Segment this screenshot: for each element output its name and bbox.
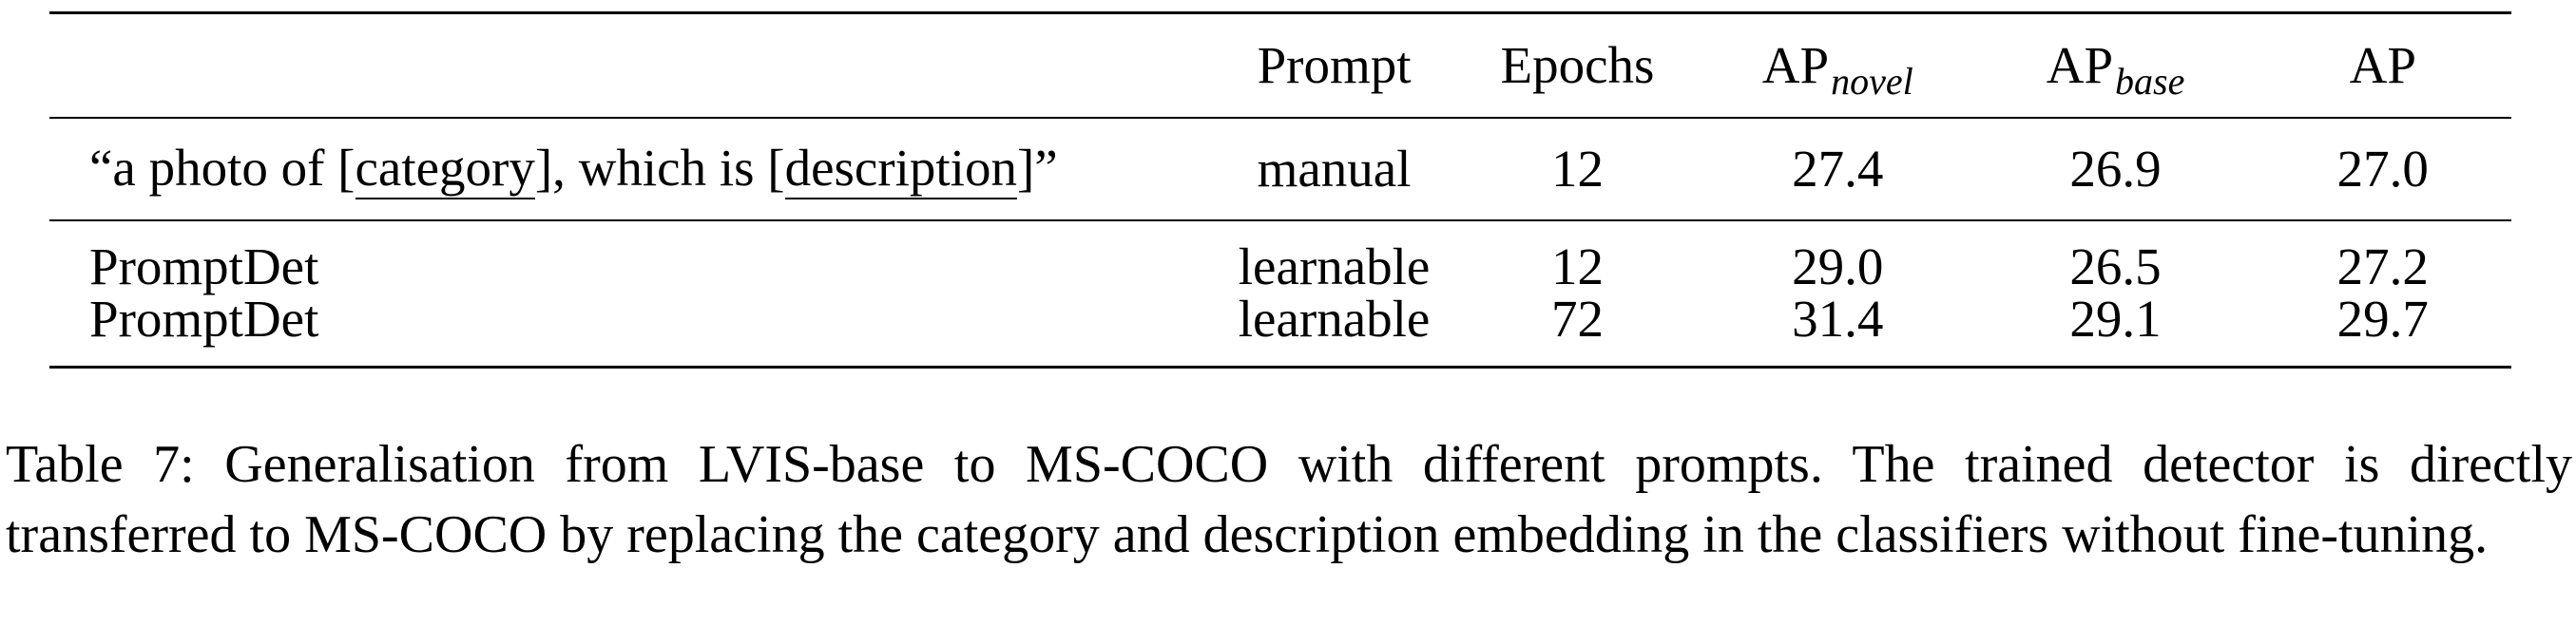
header-ap: AP <box>2349 36 2416 95</box>
header-ap-novel-base: AP <box>1761 36 1830 95</box>
prompt-template-open: “a photo of [ <box>89 138 356 197</box>
prompt-template-close: ]” <box>1016 138 1058 197</box>
table-caption: Table 7: Generalisation from LVIS-base t… <box>6 435 2572 564</box>
header-epochs: Epochs <box>1500 36 1655 95</box>
cell-ap-novel: 27.4 <box>1698 116 1977 220</box>
cell-epochs: 72 <box>1456 292 1699 369</box>
table-row: PromptDet learnable 12 29.0 26.5 27.2 <box>49 218 2511 293</box>
results-table-container: Prompt Epochs APnovel APbase AP “a photo… <box>49 11 2511 369</box>
prompt-template-description: description <box>784 138 1017 200</box>
table-row-manual-prompt: “a photo of [category], which is [descri… <box>49 116 2511 220</box>
cell-ap-base: 26.9 <box>1976 116 2255 220</box>
prompt-template-category: category <box>355 138 535 200</box>
cell-method: PromptDet <box>49 218 1213 293</box>
results-table: Prompt Epochs APnovel APbase AP “a photo… <box>49 11 2511 369</box>
cell-ap-base: 26.5 <box>1976 218 2255 293</box>
header-ap-base-subscript: base <box>2115 60 2185 104</box>
table-row: PromptDet learnable 72 31.4 29.1 29.7 <box>49 292 2511 369</box>
cell-ap-novel: 29.0 <box>1698 218 1977 293</box>
cell-ap-novel: 31.4 <box>1698 292 1977 369</box>
cell-epochs: 12 <box>1456 116 1699 220</box>
cell-ap: 27.2 <box>2254 218 2511 293</box>
cell-prompt: manual <box>1212 116 1457 220</box>
header-ap-base-base: AP <box>2046 36 2114 95</box>
prompt-template-cell: “a photo of [category], which is [descri… <box>49 116 1213 220</box>
cell-epochs: 12 <box>1456 218 1699 293</box>
prompt-template-middle: ], which is [ <box>534 138 785 197</box>
header-prompt: Prompt <box>1257 36 1412 95</box>
header-ap-novel-subscript: novel <box>1831 60 1913 104</box>
cell-ap-base: 29.1 <box>1976 292 2255 369</box>
header-method <box>49 13 1212 118</box>
cell-prompt: learnable <box>1212 218 1457 293</box>
cell-method: PromptDet <box>49 292 1213 369</box>
cell-ap: 29.7 <box>2254 292 2511 369</box>
header-ap-base: APbase <box>1977 13 2255 118</box>
cell-ap: 27.0 <box>2254 116 2511 220</box>
cell-prompt: learnable <box>1212 292 1457 369</box>
table-header-row: Prompt Epochs APnovel APbase AP <box>49 12 2511 118</box>
header-ap-novel: APnovel <box>1699 13 1977 118</box>
